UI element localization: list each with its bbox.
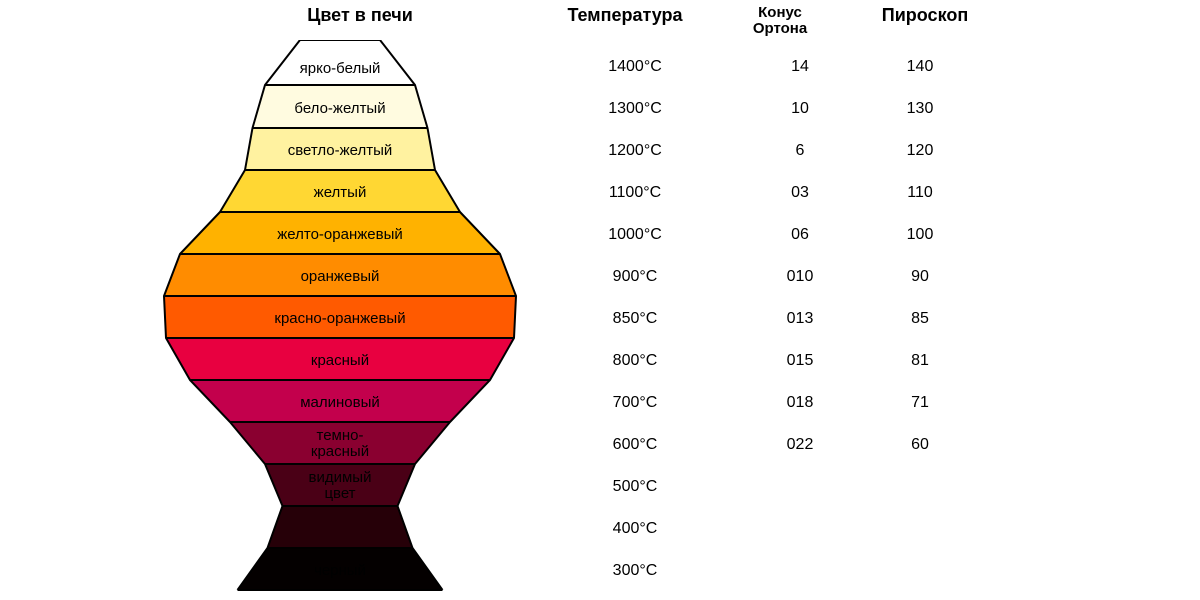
vase-band-label: черный (314, 562, 366, 579)
cell-orton-cone: 018 (740, 394, 860, 412)
table-row: 700°C 01871 (540, 394, 1080, 414)
table-row: 800°C 01581 (540, 352, 1080, 372)
cell-orton-cone: 013 (740, 310, 860, 328)
table-row: 500°C (540, 478, 1080, 498)
cell-pyroscope: 81 (860, 352, 980, 370)
cell-pyroscope: 100 (860, 226, 980, 244)
cell-temperature: 900°C (575, 268, 695, 286)
table-row: 1000°C 06100 (540, 226, 1080, 246)
cell-temperature: 1000°C (575, 226, 695, 244)
vase-band-label: красный (311, 352, 369, 369)
table-row: 900°C 01090 (540, 268, 1080, 288)
cell-pyroscope: 60 (860, 436, 980, 454)
cell-temperature: 1300°C (575, 100, 695, 118)
cell-pyroscope: 120 (860, 142, 980, 160)
table-row: 1400°C 14140 (540, 58, 1080, 78)
cell-orton-cone: 14 (740, 58, 860, 76)
header-pyro: Пироскоп (850, 5, 1000, 26)
table-row: 400°C (540, 520, 1080, 540)
table-row: 300°C (540, 562, 1080, 582)
cell-orton-cone: 10 (740, 100, 860, 118)
header-color: Цвет в печи (270, 5, 450, 26)
vase-band-label: желтый (314, 184, 367, 201)
cell-orton-cone: 03 (740, 184, 860, 202)
cell-pyroscope: 110 (860, 184, 980, 202)
vase-band-label: красный (311, 443, 369, 460)
vase-band-label: темно- (317, 427, 364, 444)
cell-orton-cone: 06 (740, 226, 860, 244)
cell-pyroscope: 140 (860, 58, 980, 76)
table-row: 1100°C 03110 (540, 184, 1080, 204)
cell-pyroscope: 90 (860, 268, 980, 286)
cell-pyroscope: 85 (860, 310, 980, 328)
table-row: 850°C 01385 (540, 310, 1080, 330)
header-cone-line2: Ортона (753, 20, 807, 37)
vase-band-label: видимый (309, 469, 372, 486)
vase-band-label: бело-желтый (294, 100, 385, 117)
cell-temperature: 500°C (575, 478, 695, 496)
cell-pyroscope: 71 (860, 394, 980, 412)
cell-orton-cone: 022 (740, 436, 860, 454)
cell-temperature: 300°C (575, 562, 695, 580)
vase-band-label: красно-оранжевый (274, 310, 405, 327)
vase-band-label: светло-желтый (288, 142, 393, 159)
cell-orton-cone: 6 (740, 142, 860, 160)
vase-diagram: ярко-белый бело-желтый светло-желтый желтый… (160, 40, 520, 600)
cell-temperature: 1200°C (575, 142, 695, 160)
cell-pyroscope: 130 (860, 100, 980, 118)
vase-band-label: ярко-белый (300, 60, 381, 77)
vase-band-label: желто-оранжевый (277, 226, 403, 243)
cell-temperature: 700°C (575, 394, 695, 412)
cell-temperature: 1100°C (575, 184, 695, 202)
cell-temperature: 600°C (575, 436, 695, 454)
table-row: 1200°C 6120 (540, 142, 1080, 162)
table-row: 1300°C 10130 (540, 100, 1080, 120)
column-headers: Цвет в печи Температура Конус Ортона Пир… (0, 5, 1200, 35)
vase-band-label: малиновый (300, 394, 380, 411)
header-temp: Температура (545, 5, 705, 26)
vase-band-label: цвет (324, 485, 355, 502)
cell-temperature: 400°C (575, 520, 695, 538)
cell-temperature: 850°C (575, 310, 695, 328)
vase-band-label: оранжевый (301, 268, 380, 285)
cell-temperature: 800°C (575, 352, 695, 370)
cell-temperature: 1400°C (575, 58, 695, 76)
vase-band-11 (268, 506, 413, 548)
cell-orton-cone: 010 (740, 268, 860, 286)
header-cone: Конус Ортона (725, 5, 835, 37)
cell-orton-cone: 015 (740, 352, 860, 370)
header-cone-line1: Конус (758, 4, 802, 21)
table-row: 600°C 02260 (540, 436, 1080, 456)
